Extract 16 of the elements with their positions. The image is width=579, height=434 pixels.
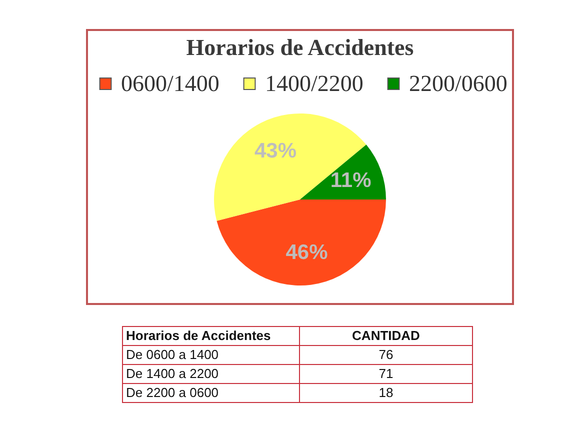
data-label: 46% (286, 241, 328, 264)
legend-label: 2200/0600 (409, 70, 508, 96)
data-label: 43% (254, 139, 297, 162)
data-label: 11% (330, 169, 372, 192)
text: CANTIDAD (300, 326, 472, 346)
data-label: 71 (300, 364, 472, 384)
legend-label: 1400/2200 (265, 70, 364, 96)
category-label: De 2200 a 0600 (122, 384, 300, 402)
category-label: De 0600 a 1400 (122, 346, 300, 364)
data-label: 76 (300, 346, 472, 364)
text: Horarios de Accidentes (122, 326, 300, 346)
category-label: De 1400 a 2200 (122, 364, 300, 384)
legend-label: 0600/1400 (121, 70, 220, 96)
data-label: 18 (300, 384, 472, 402)
chart-title: Horarios de Accidentes (186, 35, 414, 60)
pie-slice (216, 200, 386, 286)
